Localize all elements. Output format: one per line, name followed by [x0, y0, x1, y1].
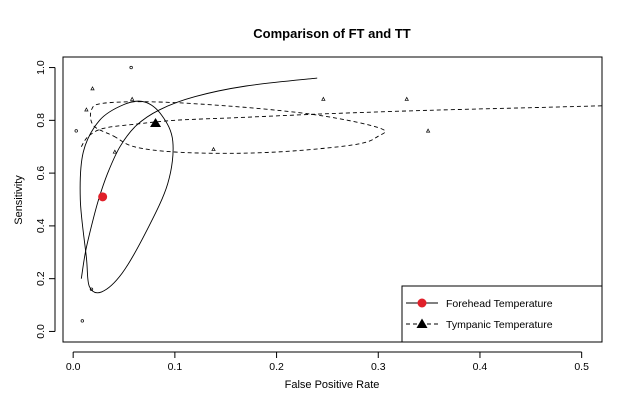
legend-label-tympanic: Tympanic Temperature — [446, 319, 553, 331]
forehead-confidence-region — [79, 100, 174, 294]
y-tick-label: 0.2 — [35, 271, 47, 286]
tympanic-summary-point — [150, 117, 162, 127]
x-tick-label: 0.4 — [473, 361, 488, 373]
legend-marker-tympanic — [416, 318, 428, 328]
y-tick-label: 1.0 — [35, 60, 47, 75]
x-tick-label: 0.0 — [66, 361, 81, 373]
tympanic-study-point — [90, 86, 95, 91]
tympanic-study-point — [129, 96, 135, 101]
x-axis: 0.0 0.1 0.2 0.3 0.4 0.5 — [66, 351, 589, 373]
forehead-study-point — [74, 129, 78, 133]
y-tick-label: 0.0 — [35, 324, 47, 339]
y-axis-label: Sensitivity — [13, 175, 25, 225]
tympanic-study-point — [425, 128, 431, 133]
forehead-study-point — [129, 65, 133, 70]
tympanic-sroc-curve — [80, 105, 602, 147]
tympanic-study-point — [112, 149, 118, 154]
y-tick-label: 0.6 — [35, 166, 47, 181]
legend-box — [401, 285, 603, 343]
x-tick-label: 0.3 — [371, 361, 386, 373]
chart-title: Comparison of FT and TT — [253, 26, 410, 41]
tympanic-study-point — [404, 96, 409, 101]
y-tick-label: 0.4 — [35, 218, 47, 233]
plot-area-frame — [62, 56, 603, 343]
forehead-study-point — [80, 319, 84, 323]
forehead-summary-point — [98, 192, 108, 202]
y-axis: 0.0 0.2 0.4 0.6 0.8 1.0 — [35, 60, 56, 339]
tympanic-confidence-region — [89, 101, 386, 154]
x-tick-label: 0.1 — [168, 361, 183, 373]
tympanic-study-point — [211, 146, 216, 151]
tympanic-study-point — [84, 107, 89, 112]
legend-label-forehead: Forehead Temperature — [446, 298, 553, 310]
tympanic-study-point — [321, 96, 326, 101]
x-tick-label: 0.2 — [269, 361, 284, 373]
x-tick-label: 0.5 — [574, 361, 589, 373]
x-axis-label: False Positive Rate — [285, 379, 380, 391]
y-tick-label: 0.8 — [35, 113, 47, 128]
forehead-study-point — [89, 287, 94, 291]
legend: Forehead Temperature Tympanic Temperatur… — [401, 285, 603, 343]
plot-content — [74, 65, 602, 323]
forehead-sroc-curve — [80, 77, 318, 279]
legend-marker-forehead — [417, 298, 427, 308]
